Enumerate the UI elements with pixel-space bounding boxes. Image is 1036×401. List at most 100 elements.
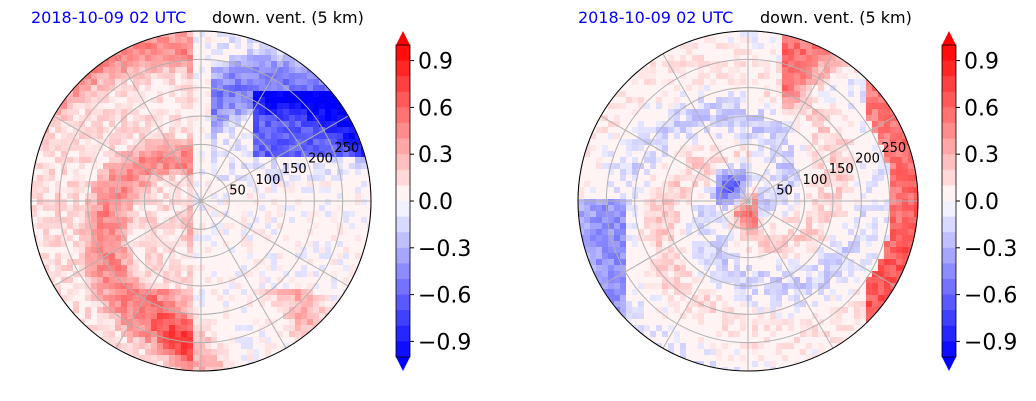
- field-cell: [608, 199, 614, 205]
- field-cell: [656, 139, 662, 145]
- field-cell: [241, 151, 247, 157]
- field-cell: [145, 325, 151, 331]
- field-cell: [181, 145, 187, 151]
- field-cell: [319, 127, 325, 133]
- field-cell: [127, 265, 133, 271]
- field-cell: [157, 259, 163, 265]
- field-cell: [902, 229, 908, 235]
- field-cell: [187, 205, 193, 211]
- field-cell: [782, 169, 788, 175]
- field-cell: [704, 289, 710, 295]
- field-cell: [704, 103, 710, 109]
- field-cell: [710, 253, 716, 259]
- field-cell: [163, 349, 169, 355]
- field-cell: [740, 295, 746, 301]
- field-cell: [608, 223, 614, 229]
- field-cell: [668, 175, 674, 181]
- field-cell: [788, 319, 794, 325]
- field-cell: [265, 109, 271, 115]
- field-cell: [758, 109, 764, 115]
- field-cell: [157, 343, 163, 349]
- field-cell: [319, 307, 325, 313]
- field-cell: [163, 289, 169, 295]
- field-cell: [289, 187, 295, 193]
- field-cell: [746, 37, 752, 43]
- field-cell: [608, 241, 614, 247]
- field-cell: [115, 133, 121, 139]
- field-cell: [656, 97, 662, 103]
- field-cell: [656, 145, 662, 151]
- field-cell: [872, 253, 878, 259]
- field-cell: [241, 115, 247, 121]
- field-cell: [67, 115, 73, 121]
- field-cell: [121, 247, 127, 253]
- field-cell: [878, 277, 884, 283]
- field-cell: [283, 145, 289, 151]
- field-cell: [734, 223, 740, 229]
- field-cell: [578, 187, 584, 193]
- field-cell: [265, 211, 271, 217]
- field-cell: [764, 283, 770, 289]
- field-cell: [157, 109, 163, 115]
- field-cell: [151, 109, 157, 115]
- field-cell: [662, 235, 668, 241]
- field-cell: [734, 283, 740, 289]
- field-cell: [788, 313, 794, 319]
- field-cell: [169, 319, 175, 325]
- field-cell: [752, 301, 758, 307]
- field-cell: [890, 157, 896, 163]
- grid-spoke: [115, 200, 202, 349]
- field-cell: [842, 307, 848, 313]
- field-cell: [776, 343, 782, 349]
- field-cell: [259, 151, 265, 157]
- field-cell: [812, 331, 818, 337]
- field-cell: [716, 271, 722, 277]
- field-cell: [343, 145, 349, 151]
- field-cell: [860, 211, 866, 217]
- field-cell: [151, 55, 157, 61]
- field-cell: [259, 289, 265, 295]
- field-cell: [37, 217, 43, 223]
- field-cell: [115, 307, 121, 313]
- field-cell: [73, 223, 79, 229]
- field-cell: [253, 85, 259, 91]
- field-cell: [115, 319, 121, 325]
- field-cell: [175, 187, 181, 193]
- field-cell: [253, 49, 259, 55]
- field-cell: [37, 199, 43, 205]
- field-cell: [776, 265, 782, 271]
- field-cell: [722, 319, 728, 325]
- field-cell: [770, 205, 776, 211]
- field-cell: [103, 205, 109, 211]
- colorbar-bin: [942, 232, 956, 249]
- field-cell: [710, 211, 716, 217]
- field-cell: [79, 103, 85, 109]
- field-cell: [854, 247, 860, 253]
- field-cell: [211, 271, 217, 277]
- field-cell: [187, 79, 193, 85]
- field-cell: [794, 307, 800, 313]
- field-cell: [43, 169, 49, 175]
- field-cell: [277, 169, 283, 175]
- colorbar-bin: [942, 123, 956, 140]
- field-cell: [794, 253, 800, 259]
- field-cell: [836, 169, 842, 175]
- field-cell: [698, 337, 704, 343]
- colorbar-bin: [942, 294, 956, 311]
- field-cell: [103, 163, 109, 169]
- field-cell: [890, 223, 896, 229]
- field-cell: [614, 271, 620, 277]
- field-cell: [235, 337, 241, 343]
- field-cell: [626, 199, 632, 205]
- field-cell: [842, 115, 848, 121]
- polar-frame: [577, 30, 919, 372]
- field-cell: [884, 271, 890, 277]
- field-cell: [704, 295, 710, 301]
- field-cell: [896, 145, 902, 151]
- field-cell: [656, 223, 662, 229]
- field-cell: [674, 265, 680, 271]
- field-cell: [824, 49, 830, 55]
- field-cell: [67, 205, 73, 211]
- field-cell: [764, 103, 770, 109]
- field-cell: [680, 295, 686, 301]
